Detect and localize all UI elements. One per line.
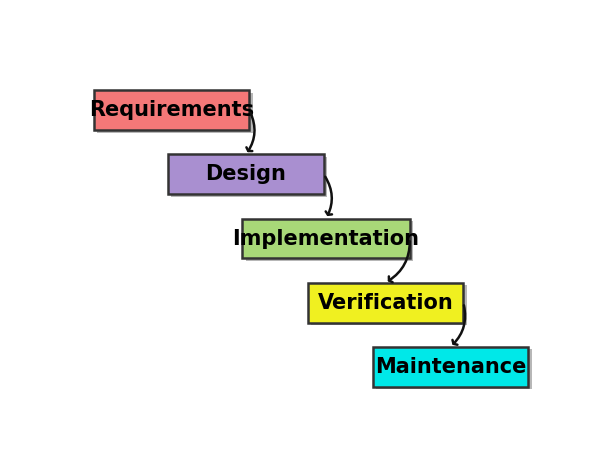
Text: Implementation: Implementation (233, 229, 419, 248)
FancyBboxPatch shape (376, 349, 532, 389)
FancyBboxPatch shape (168, 154, 324, 194)
FancyBboxPatch shape (171, 157, 327, 197)
FancyBboxPatch shape (308, 283, 463, 323)
Text: Requirements: Requirements (89, 100, 254, 120)
Text: Verification: Verification (317, 292, 453, 313)
Text: Design: Design (205, 164, 286, 184)
FancyBboxPatch shape (373, 347, 529, 387)
FancyBboxPatch shape (245, 221, 413, 261)
FancyBboxPatch shape (242, 219, 410, 258)
FancyBboxPatch shape (94, 90, 250, 130)
Text: Maintenance: Maintenance (375, 357, 526, 377)
FancyBboxPatch shape (97, 93, 253, 133)
FancyBboxPatch shape (311, 285, 467, 325)
